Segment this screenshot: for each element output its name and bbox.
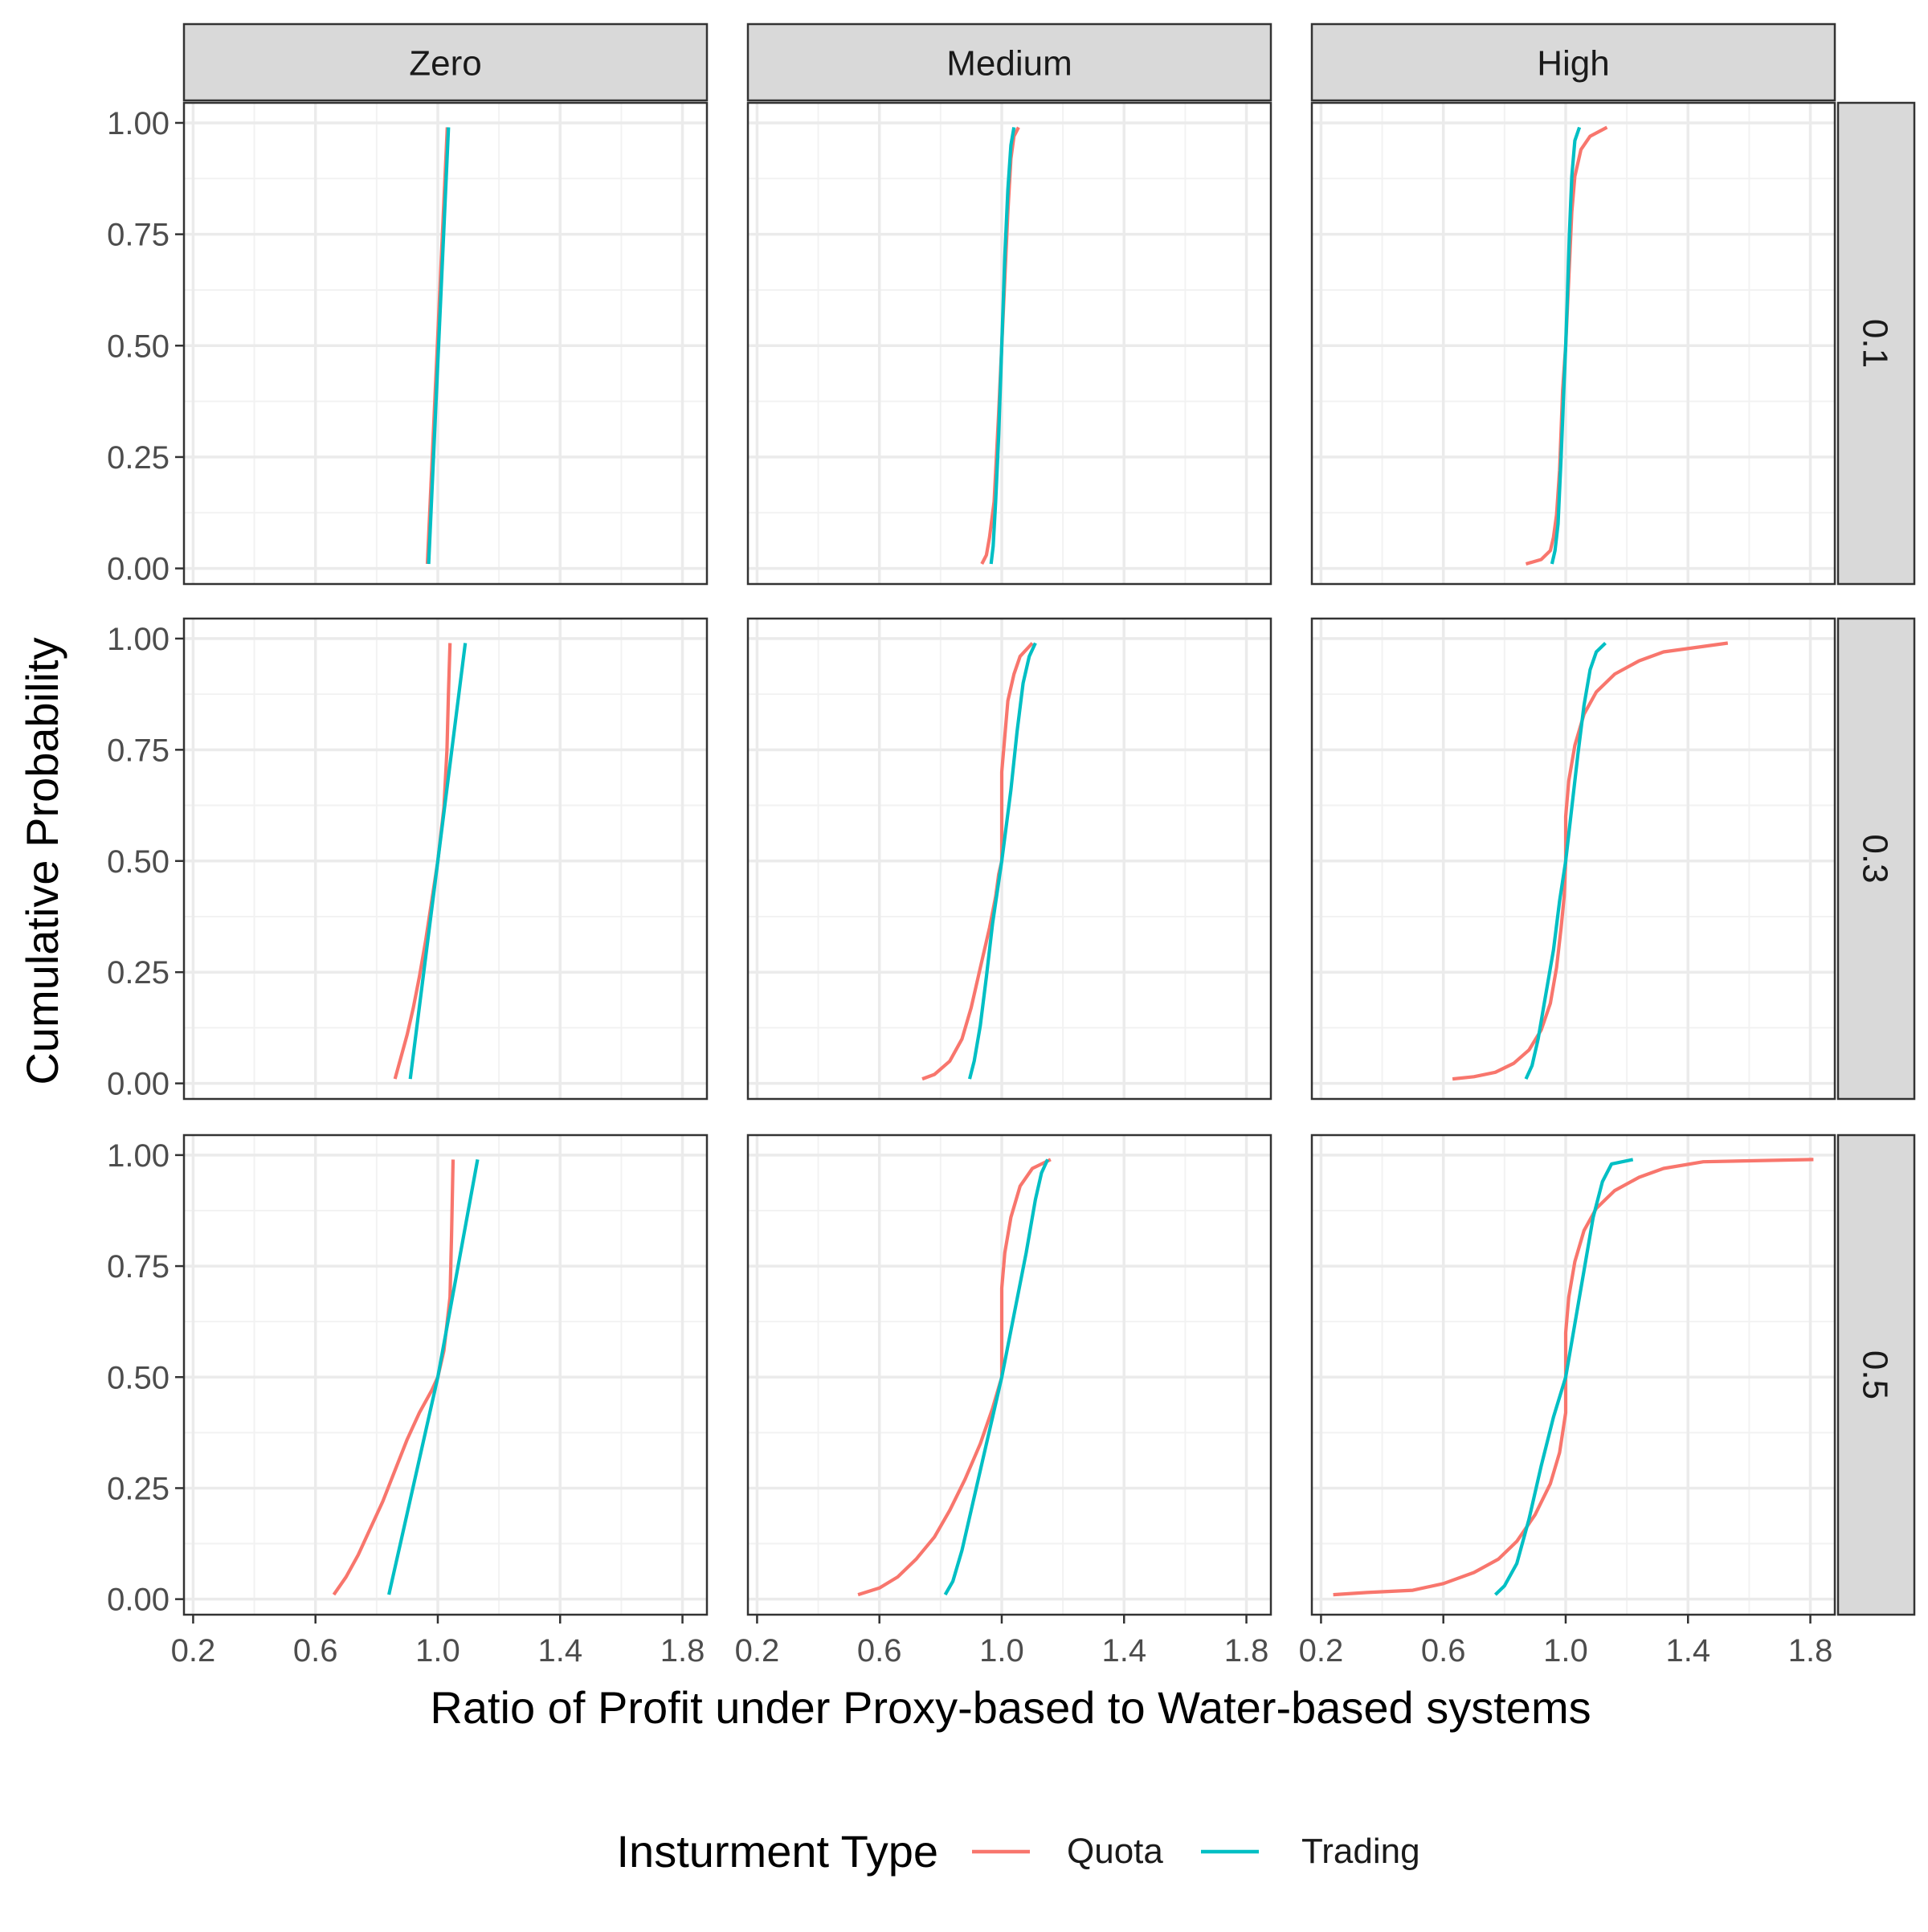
y-tick-label: 0.75	[107, 733, 170, 768]
panel-high-0.5	[1310, 1133, 1836, 1616]
series-line-trading	[1550, 126, 1582, 565]
x-tick-label: 1.8	[1224, 1633, 1269, 1669]
x-tick-label: 1.8	[660, 1633, 705, 1669]
facet-strip-medium	[746, 22, 1272, 102]
panel-background	[184, 1135, 707, 1615]
x-tick-label: 1.4	[1665, 1633, 1710, 1669]
x-tick-label: 1.8	[1788, 1633, 1833, 1669]
series-line-trading	[387, 1159, 480, 1595]
x-tick-label: 0.2	[735, 1633, 780, 1669]
series-line-trading	[1493, 1158, 1634, 1596]
panel-border	[1310, 101, 1836, 586]
y-tick-label: 0.50	[107, 329, 170, 364]
x-tick-label: 1.0	[979, 1633, 1024, 1669]
legend-label-quota: Quota	[1067, 1832, 1163, 1871]
y-tick-label: 0.00	[107, 1583, 170, 1618]
x-tick-label: 0.6	[1421, 1633, 1466, 1669]
x-tick-label: 1.0	[1543, 1633, 1588, 1669]
series-line-quota	[1333, 1158, 1814, 1597]
y-tick-label: 0.00	[107, 552, 170, 587]
panel-zero-0.5	[182, 1133, 709, 1616]
y-tick-label: 0.50	[107, 844, 170, 880]
series-line-trading	[427, 127, 451, 565]
panel-medium-0.5	[746, 1133, 1272, 1616]
x-tick-label: 0.6	[293, 1633, 338, 1669]
y-tick-label: 0.25	[107, 955, 170, 991]
facet-strip-high	[1310, 22, 1836, 102]
panel-medium-0.1	[746, 101, 1272, 586]
series-line-trading	[967, 642, 1037, 1080]
panel-border	[746, 1133, 1272, 1616]
row-strip-label: 0.5	[1856, 1350, 1895, 1399]
y-tick-label: 1.00	[107, 106, 170, 141]
panel-high-0.1	[1310, 101, 1836, 586]
panel-background	[1312, 1135, 1835, 1615]
panel-border	[746, 617, 1272, 1101]
panel-border	[746, 101, 1272, 586]
series-line-trading	[1524, 641, 1607, 1080]
panel-zero-0.1	[182, 101, 709, 586]
x-axis-label: Ratio of Profit under Proxy-based to Wat…	[430, 1682, 1591, 1733]
x-tick-label: 0.6	[857, 1633, 902, 1669]
facet-strip-label: Zero	[409, 44, 481, 84]
x-tick-label: 0.2	[1299, 1633, 1344, 1669]
y-tick-label: 0.75	[107, 1249, 170, 1285]
legend-label-trading: Trading	[1301, 1832, 1420, 1871]
panel-background	[1312, 619, 1835, 1099]
series-line-quota	[857, 1158, 1052, 1597]
panel-zero-0.3	[182, 617, 709, 1101]
panel-high-0.3	[1310, 617, 1836, 1101]
panel-border	[182, 617, 709, 1101]
panel-border	[182, 1133, 709, 1616]
row-strip-label: 0.3	[1856, 834, 1895, 883]
panel-border	[182, 101, 709, 586]
y-tick-label: 0.00	[107, 1067, 170, 1102]
series-line-trading	[408, 643, 468, 1080]
series-line-quota	[1452, 641, 1729, 1081]
series-line-trading	[989, 127, 1016, 565]
y-tick-label: 0.25	[107, 440, 170, 476]
x-tick-label: 1.0	[415, 1633, 460, 1669]
y-tick-label: 1.00	[107, 622, 170, 657]
facet-strip-zero	[182, 22, 709, 102]
panel-medium-0.3	[746, 617, 1272, 1101]
facet-strip-label: High	[1537, 44, 1610, 84]
x-tick-label: 1.4	[537, 1633, 582, 1669]
y-tick-label: 0.50	[107, 1360, 170, 1395]
row-strip-label: 0.1	[1856, 319, 1895, 368]
panel-background	[748, 1135, 1271, 1615]
legend-title: Insturment Type	[616, 1826, 938, 1877]
y-tick-label: 1.00	[107, 1138, 170, 1174]
series-line-quota	[332, 1159, 455, 1596]
panel-background	[184, 619, 707, 1099]
panel-border	[1310, 617, 1836, 1101]
legend: Insturment Type Quota Trading	[616, 1826, 1419, 1877]
row-strip-0.3	[1836, 617, 1916, 1101]
x-tick-label: 0.2	[171, 1633, 216, 1669]
facet-strip-label: Medium	[946, 44, 1072, 84]
series-line-trading	[943, 1158, 1050, 1596]
panel-border	[1310, 1133, 1836, 1616]
row-strip-0.1	[1836, 101, 1916, 586]
y-tick-label: 0.25	[107, 1471, 170, 1506]
row-strip-0.5	[1836, 1133, 1916, 1616]
y-tick-label: 0.75	[107, 218, 170, 253]
x-tick-label: 1.4	[1101, 1633, 1146, 1669]
y-axis-label: Cumulative Probability	[17, 637, 67, 1084]
